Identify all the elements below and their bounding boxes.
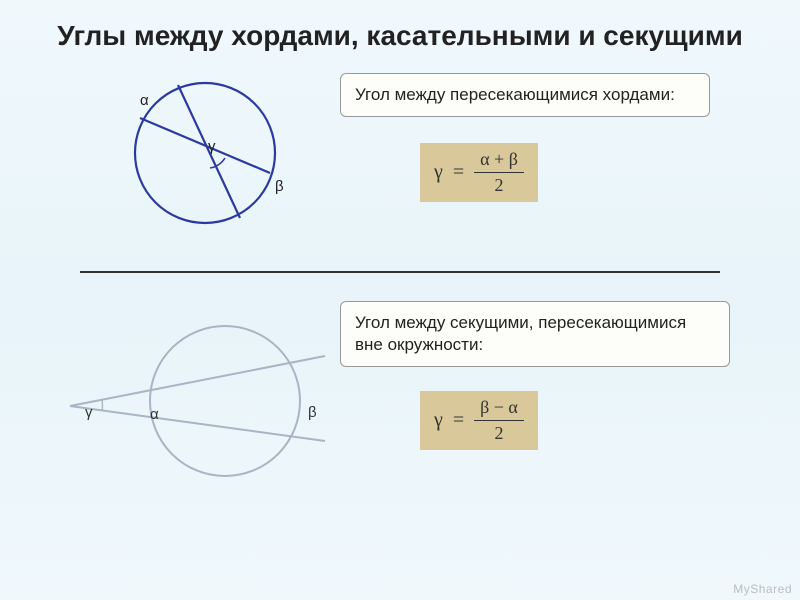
label-alpha: α [140, 92, 149, 109]
watermark: MyShared [733, 582, 792, 596]
label-gamma: γ [208, 138, 216, 155]
denominator: 2 [489, 421, 510, 444]
equals-sign: = [453, 161, 464, 184]
page-title: Углы между хордами, касательными и секущ… [0, 0, 800, 63]
label-beta: β [308, 404, 317, 421]
fraction: α + β 2 [474, 149, 524, 196]
equals-sign: = [453, 409, 464, 432]
label-beta: β [275, 178, 284, 195]
formula-lhs: γ [434, 161, 443, 184]
caption-chords: Угол между пересекающимися хордами: [340, 73, 710, 117]
caption-secants: Угол между секущими, пересекающимися вне… [340, 301, 730, 367]
denominator: 2 [489, 173, 510, 196]
formula-lhs: γ [434, 409, 443, 432]
section-chords: α β γ Угол между пересекающимися хордами… [0, 63, 800, 263]
formula-chords: γ = α + β 2 [420, 143, 538, 202]
numerator: β − α [474, 397, 524, 421]
fraction: β − α 2 [474, 397, 524, 444]
label-alpha: α [150, 406, 159, 423]
formula-secants: γ = β − α 2 [420, 391, 538, 450]
label-gamma: γ [85, 404, 93, 421]
diagram-chords: α β γ [110, 63, 300, 248]
section-divider [80, 271, 720, 273]
diagram-secants: γ α β [60, 301, 340, 506]
section-secants: γ α β Угол между секущими, пересекающими… [0, 281, 800, 521]
numerator: α + β [474, 149, 524, 173]
